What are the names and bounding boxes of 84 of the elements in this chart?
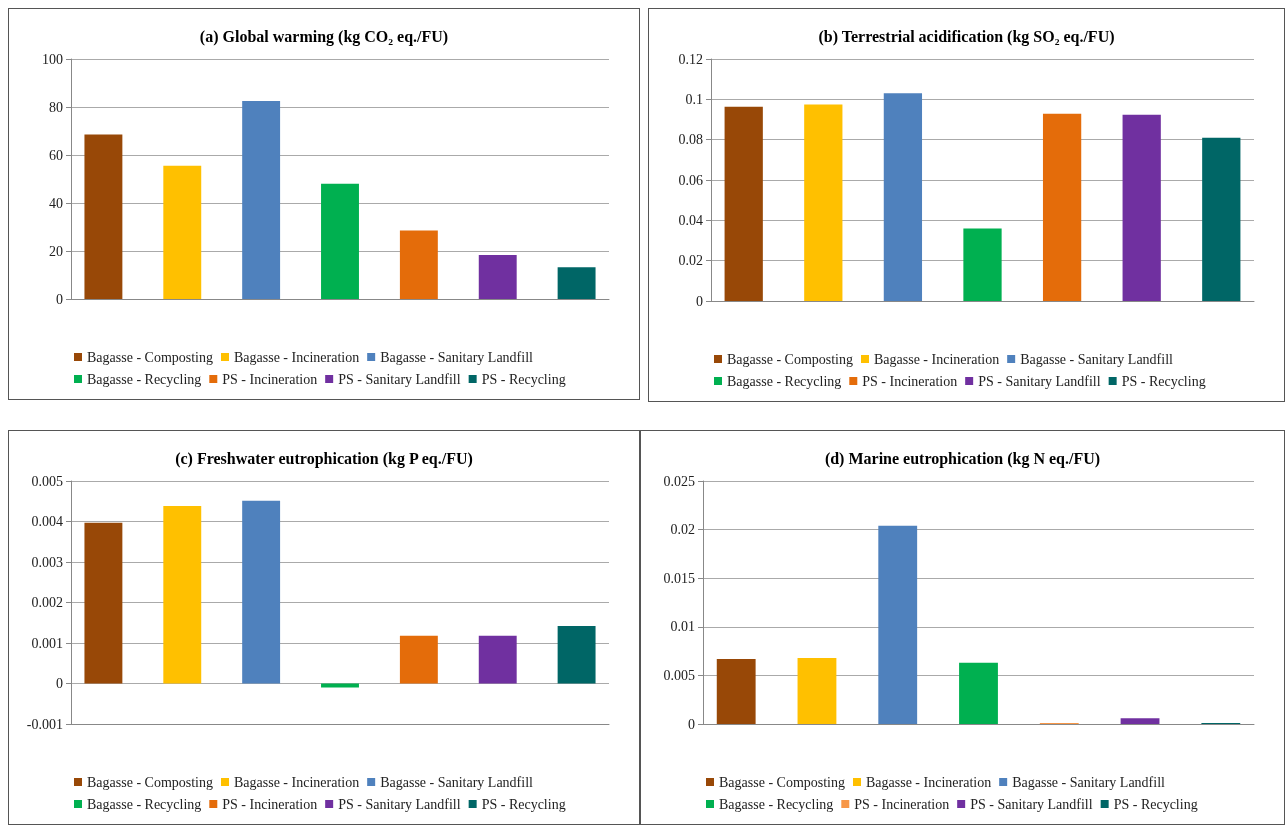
legend-label: Bagasse - Recycling xyxy=(727,373,842,389)
legend-label: PS - Incineration xyxy=(862,373,958,389)
bar xyxy=(84,134,123,299)
bar xyxy=(242,500,281,684)
legend-label: Bagasse - Recycling xyxy=(87,371,202,387)
legend-label: Bagasse - Incineration xyxy=(873,351,1000,367)
legend-label: PS - Recycling xyxy=(481,796,566,812)
y-tick-label: 0.005 xyxy=(663,667,695,683)
legend-label: Bagasse - Composting xyxy=(727,351,853,367)
y-tick-label: 0 xyxy=(56,291,63,307)
legend-label: PS - Recycling xyxy=(1121,373,1206,389)
y-tick-label: -0.001 xyxy=(26,716,63,732)
bar xyxy=(959,662,998,724)
y-tick-label: 0.004 xyxy=(31,514,63,529)
legend-label: Bagasse - Incineration xyxy=(865,774,992,790)
y-tick-label: 0.003 xyxy=(31,554,63,570)
bar xyxy=(963,228,1002,301)
y-tick-label: 0.06 xyxy=(678,172,703,188)
bar xyxy=(724,106,763,301)
bar xyxy=(1122,114,1161,301)
chart-title: (a) Global warming (kg CO₂ eq./FU) xyxy=(199,27,449,46)
legend-label: Bagasse - Sanitary Landfill xyxy=(380,774,534,790)
legend-label: Bagasse - Recycling xyxy=(719,796,834,812)
bar xyxy=(797,657,837,724)
y-tick-label: 0 xyxy=(56,676,63,691)
legend-label: Bagasse - Sanitary Landfill xyxy=(1012,774,1166,790)
bar xyxy=(399,230,438,299)
legend-label: Bagasse - Incineration xyxy=(233,349,360,365)
y-tick-label: 0.08 xyxy=(678,132,703,148)
bar xyxy=(1042,113,1082,301)
bar xyxy=(804,104,843,301)
legend-label: PS - Sanitary Landfill xyxy=(970,796,1093,812)
legend-label: Bagasse - Composting xyxy=(87,774,213,790)
y-tick-label: 40 xyxy=(49,195,63,211)
bar xyxy=(321,183,359,299)
y-tick-label: 0.015 xyxy=(663,570,695,586)
bar xyxy=(163,506,202,684)
legend-label: Bagasse - Recycling xyxy=(87,796,202,812)
chart-title: (b) Terrestrial acidification (kg SO₂ eq./FU) xyxy=(818,27,1115,46)
y-tick-label: 0.04 xyxy=(678,212,703,228)
legend-label: Bagasse - Sanitary Landfill xyxy=(1020,351,1174,367)
y-tick-label: 0.002 xyxy=(31,595,63,610)
y-tick-label: 0.025 xyxy=(663,473,695,489)
bar xyxy=(399,635,438,684)
bar xyxy=(321,683,359,688)
legend-label: PS - Incineration xyxy=(222,796,318,812)
bar xyxy=(883,93,923,301)
bar xyxy=(557,267,596,299)
legend-label: Bagasse - Composting xyxy=(719,774,845,790)
bar xyxy=(84,522,123,684)
legend-label: Bagasse - Sanitary Landfill xyxy=(380,349,534,365)
bar xyxy=(878,525,918,724)
legend-label: PS - Incineration xyxy=(854,796,950,812)
legend-label: PS - Recycling xyxy=(1113,796,1198,812)
y-tick-label: 0.005 xyxy=(31,473,63,489)
legend-label: Bagasse - Incineration xyxy=(233,774,360,790)
y-tick-label: 0.001 xyxy=(31,635,63,651)
y-tick-label: 100 xyxy=(42,51,63,67)
legend-label: PS - Recycling xyxy=(481,371,566,387)
bar xyxy=(163,165,202,299)
y-tick-label: 0.12 xyxy=(678,51,703,67)
y-tick-label: 20 xyxy=(49,243,63,259)
bar xyxy=(1202,137,1241,301)
y-tick-label: 0.1 xyxy=(685,91,703,107)
legend-label: Bagasse - Composting xyxy=(87,349,213,365)
bar xyxy=(478,255,517,299)
bar xyxy=(478,635,517,684)
legend-label: PS - Sanitary Landfill xyxy=(338,371,461,387)
y-tick-label: 0 xyxy=(688,716,695,732)
bar xyxy=(1120,718,1160,724)
y-tick-label: 0.02 xyxy=(678,253,703,269)
y-tick-label: 0 xyxy=(696,293,703,309)
bar xyxy=(242,101,281,299)
y-tick-label: 0.01 xyxy=(670,619,695,635)
y-tick-label: 60 xyxy=(49,147,63,163)
chart-title: (d) Marine eutrophication (kg N eq./FU) xyxy=(824,449,1101,468)
chart-title: (c) Freshwater eutrophication (kg P eq./FU) xyxy=(175,449,473,468)
legend-label: PS - Incineration xyxy=(222,371,318,387)
bar xyxy=(557,625,596,684)
bar xyxy=(716,658,756,724)
y-tick-label: 0.02 xyxy=(670,522,695,538)
y-tick-label: 80 xyxy=(49,99,63,115)
legend-label: PS - Sanitary Landfill xyxy=(338,796,461,812)
legend-label: PS - Sanitary Landfill xyxy=(978,373,1101,389)
